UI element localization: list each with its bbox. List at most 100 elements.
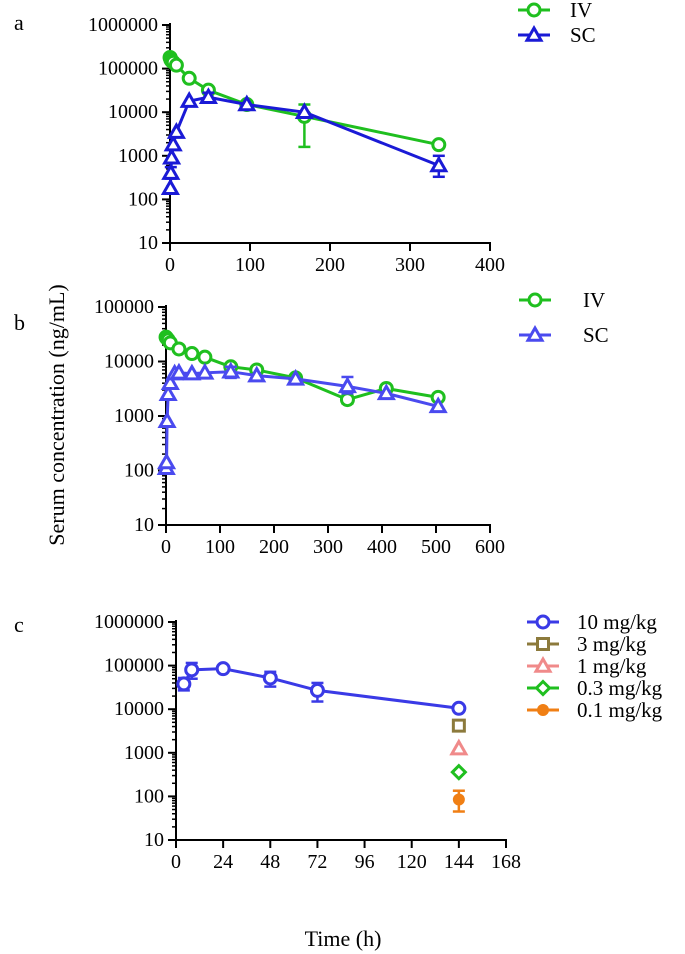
panel-b-series-sc-point — [428, 396, 448, 414]
panel-b-y-tick-label-100: 100 — [124, 460, 154, 482]
panel-c-series-10-mg-kg-point — [262, 670, 278, 686]
panel-a-series-sc-point — [237, 94, 257, 112]
panel-b-series-iv-point — [339, 392, 355, 408]
panel-c-legend-label: 10 mg/kg — [577, 610, 657, 634]
panel-c-x-tick-label-168: 168 — [491, 851, 521, 873]
panel-c-y-tick-label-10: 10 — [144, 829, 164, 851]
panel-c-legend-label: 0.3 mg/kg — [577, 676, 663, 700]
panel-a-y-tick-label-1000000: 1000000 — [88, 14, 158, 36]
panel-c-series-10-mg-kg-point — [215, 661, 231, 677]
panel-a-x-tick-label-300: 300 — [395, 254, 425, 276]
panel-b-series-sc-point — [286, 368, 306, 386]
panel-c-legend-marker — [534, 679, 552, 697]
panel-a-series-sc-point — [163, 134, 183, 152]
panel-letter-c: c — [14, 612, 24, 637]
panel-c: 10 100 1000 10000 100000 1000000 0 24 48 72 96 120 1… — [94, 610, 663, 873]
panel-c-legend-label: 1 mg/kg — [577, 654, 647, 678]
panel-c-series-10-mg-kg-point — [184, 662, 200, 678]
panel-b-series-iv-point — [184, 346, 200, 362]
panel-b-x-tick-label-600: 600 — [475, 536, 505, 558]
panel-c-y-tick-label-1000000: 1000000 — [94, 611, 164, 633]
panel-letter-b: b — [14, 310, 25, 335]
panel-b-legend-marker — [525, 324, 545, 342]
panel-c-x-tick-label-144: 144 — [444, 851, 474, 873]
panel-b-x-tick-label-300: 300 — [313, 536, 343, 558]
panel-c-x-tick-label-72: 72 — [307, 851, 327, 873]
panel-b-series-iv-point — [197, 349, 213, 365]
panel-c-series-10-mg-kg-point — [309, 682, 325, 698]
panel-c-legend-marker — [533, 655, 553, 673]
panel-c-x-tick-label-120: 120 — [397, 851, 427, 873]
panel-a-series-sc-point — [179, 91, 199, 108]
panel-a-x-tick-label-0: 0 — [165, 254, 175, 276]
panel-b-series-sc-point — [156, 452, 177, 470]
panel-c-legend-item-10-mg-kg: 10 mg/kg — [527, 610, 657, 634]
panel-c-series-1-mg-kg — [449, 738, 469, 756]
panel-c-legend-label: 3 mg/kg — [577, 632, 647, 656]
panel-b-series-sc-point — [158, 384, 178, 402]
panel-b-x-tick-label-400: 400 — [367, 536, 397, 558]
panel-c-y-tick-label-100000: 100000 — [104, 655, 164, 677]
panel-c-series-10-mg-kg — [176, 661, 467, 716]
panel-b-y-tick-label-10000: 10000 — [104, 351, 154, 373]
panel-c-legend-item-1-mg-kg: 1 mg/kg — [527, 654, 647, 678]
panel-a-legend-marker — [526, 2, 542, 18]
panel-a-x-tick-label-400: 400 — [475, 254, 505, 276]
panel-c-legend-marker — [535, 614, 551, 630]
panel-c-legend-item-0-1-mg-kg: 0.1 mg/kg — [527, 698, 663, 722]
panel-b-series-sc-point — [337, 376, 358, 394]
panel-a-x-tick-label-200: 200 — [315, 254, 345, 276]
panel-a-y-tick-label-100000: 100000 — [98, 58, 158, 80]
panel-c-y-tick-label-100: 100 — [134, 785, 164, 807]
panel-b-series-sc — [156, 361, 448, 475]
panel-c-series-0-1-mg-kg — [452, 789, 465, 813]
panel-c-series-0-3-mg-kg-point — [450, 763, 468, 781]
panel-a-legend-label: IV — [570, 0, 592, 22]
panel-b: 10 100 1000 10000 100000 0 100 200 300 400 500 600 I… — [94, 288, 609, 558]
panel-b-series-sc-line — [164, 370, 439, 469]
panel-letter-a: a — [14, 10, 24, 35]
panel-b-y-tick-label-1000: 1000 — [114, 405, 154, 427]
panel-b-x-tick-label-200: 200 — [259, 536, 289, 558]
panel-a-legend-item-sc: SC — [518, 23, 596, 47]
panel-b-series-sc-point — [247, 365, 267, 383]
panel-b-series-sc-point — [376, 383, 396, 401]
panel-a-series-sc-point — [294, 102, 314, 119]
panel-c-series-3-mg-kg — [451, 718, 466, 733]
panel-c-legend-item-0-3-mg-kg: 0.3 mg/kg — [527, 676, 663, 700]
panel-b-series-sc-point — [221, 361, 241, 379]
panel-b-x-tick-label-0: 0 — [161, 536, 171, 558]
panel-c-series-3-mg-kg-point — [451, 718, 466, 733]
panel-b-legend-item-sc: SC — [519, 323, 609, 347]
panel-c-legend-label: 0.1 mg/kg — [577, 698, 663, 722]
panel-a-legend-marker — [524, 24, 544, 42]
panel-a-legend-item-iv: IV — [518, 0, 592, 22]
panel-a-series-iv-point — [168, 57, 184, 73]
panel-c-y-tick-label-1000: 1000 — [124, 742, 164, 764]
panel-b-legend-label: SC — [583, 323, 609, 347]
panel-b-series-sc-point — [169, 362, 189, 380]
panel-b-y-tick-label-10: 10 — [134, 514, 154, 536]
panel-c-legend-marker — [537, 704, 549, 716]
panel-c-x-tick-label-96: 96 — [355, 851, 375, 873]
panel-b-legend-item-iv: IV — [519, 288, 605, 312]
x-axis-title: Time (h) — [305, 926, 382, 951]
panel-b-series-sc-point — [157, 411, 177, 429]
panel-c-series-0-3-mg-kg — [450, 763, 468, 781]
panel-a-series-sc-point — [166, 122, 186, 139]
panel-a-series-iv-point — [431, 137, 447, 153]
panel-c-series-10-mg-kg-point — [451, 700, 467, 716]
panel-b-series-iv-point — [171, 341, 187, 357]
panel-c-legend-item-3-mg-kg: 3 mg/kg — [527, 632, 647, 656]
panel-a-series-iv-point — [181, 70, 197, 86]
panel-c-series-10-mg-kg-point — [176, 676, 192, 692]
panel-a-x-tick-label-100: 100 — [235, 254, 265, 276]
panel-b-series-sc-point — [195, 362, 215, 380]
panel-a-series-sc-point — [161, 163, 181, 180]
panel-b-legend-marker — [527, 292, 543, 308]
panel-a-series-sc — [160, 87, 449, 196]
panel-c-series-1-mg-kg-point — [449, 738, 469, 756]
panel-c-x-tick-label-24: 24 — [213, 851, 233, 873]
